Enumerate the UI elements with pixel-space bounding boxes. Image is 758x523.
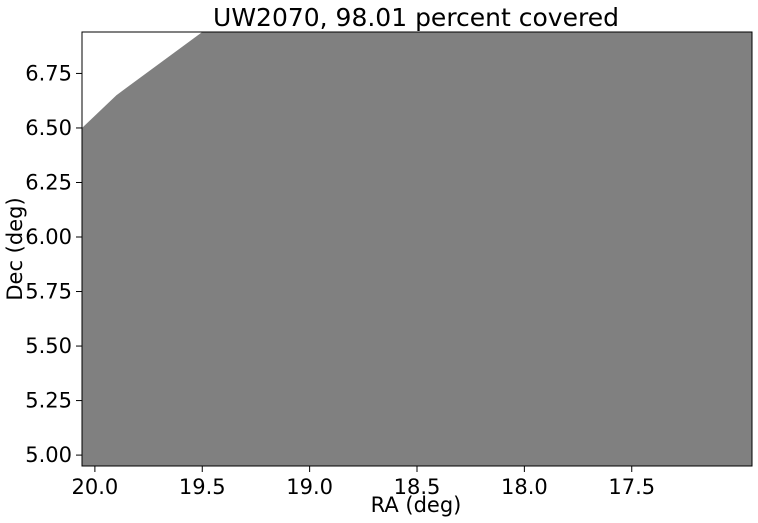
x-axis-label: RA (deg) — [371, 493, 462, 517]
y-tick-label: 6.75 — [25, 61, 72, 85]
y-tick-label: 6.25 — [25, 170, 72, 194]
x-tick-label: 17.5 — [608, 475, 655, 499]
x-tick-label: 19.5 — [179, 475, 226, 499]
coverage-area-0 — [82, 32, 752, 466]
y-tick-label: 5.75 — [25, 280, 72, 304]
x-tick-label: 19.0 — [286, 475, 333, 499]
x-tick-label: 18.5 — [394, 475, 441, 499]
y-tick-label: 5.50 — [25, 334, 72, 358]
x-tick-label: 20.0 — [72, 475, 119, 499]
plot-area — [82, 32, 752, 466]
x-tick-label: 18.0 — [501, 475, 548, 499]
y-tick-label: 6.50 — [25, 116, 72, 140]
y-axis-ticks: 5.00 5.25 5.50 5.75 6.00 6.25 6.50 6.75 — [25, 61, 82, 467]
y-tick-label: 6.00 — [25, 225, 72, 249]
y-tick-label: 5.25 — [25, 389, 72, 413]
chart-title: UW2070, 98.01 percent covered — [213, 3, 619, 32]
x-axis-ticks: 20.0 19.5 19.0 18.5 18.0 17.5 — [72, 466, 655, 499]
y-axis-label: Dec (deg) — [3, 197, 27, 300]
y-tick-label: 5.00 — [25, 443, 72, 467]
